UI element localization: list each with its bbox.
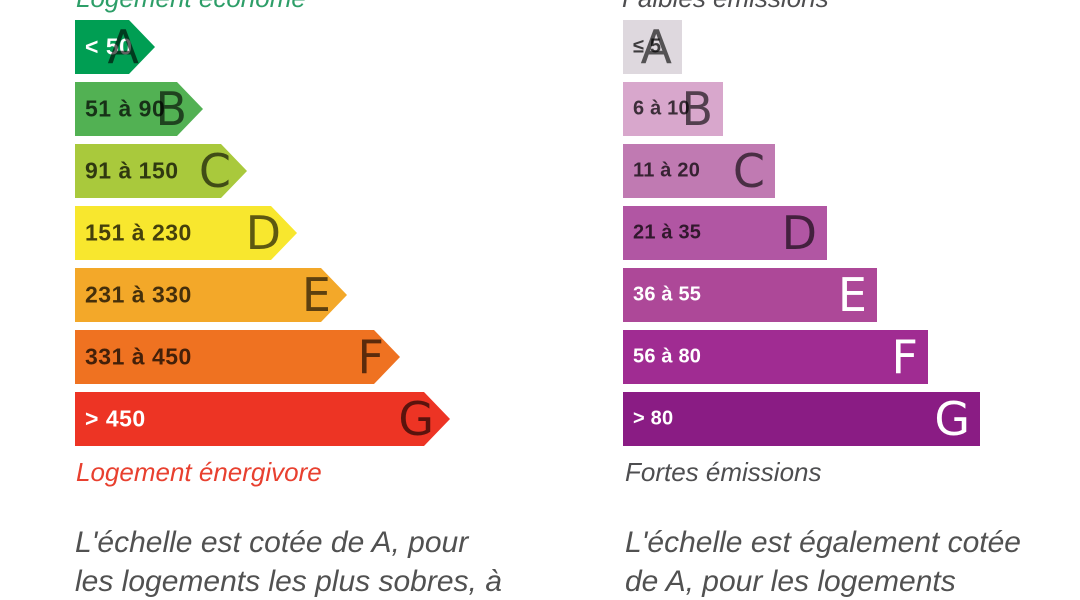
- ges-class-letter-E: E: [837, 268, 867, 322]
- ges-class-letter-A: A: [640, 20, 672, 74]
- ges-range-label-A: ≤ 5: [633, 35, 662, 58]
- ges-class-bar-B: 6 à 10 B: [623, 82, 723, 136]
- ges-range-label-B: 6 à 10: [633, 97, 690, 120]
- energy-range-label-B: 51 à 90: [85, 95, 166, 122]
- ges-class-bar-C: 11 à 20 C: [623, 144, 775, 198]
- energy-range-label-G: > 450: [85, 405, 146, 432]
- energy-range-label-C: 91 à 150: [85, 157, 179, 184]
- ges-class-bar-D: 21 à 35 D: [623, 206, 827, 260]
- ges-scale-top-label: Faibles émissions: [622, 0, 829, 14]
- ges-class-bar-E: 36 à 55 E: [623, 268, 877, 322]
- energy-class-letter-D: D: [245, 206, 281, 260]
- ges-class-letter-B: B: [681, 82, 713, 136]
- energy-class-letter-B: B: [155, 82, 187, 136]
- ges-range-label-D: 21 à 35: [633, 221, 702, 244]
- energy-class-bar-F: 331 à 450 F: [75, 330, 400, 384]
- ges-scale-note: L'échelle est également cotée de A, pour…: [625, 523, 1021, 600]
- ges-class-letter-C: C: [732, 144, 765, 198]
- energy-class-letter-F: F: [357, 330, 384, 384]
- energy-scale-note: L'échelle est cotée de A, pour les logem…: [75, 523, 502, 600]
- energy-class-bar-E: 231 à 330 E: [75, 268, 347, 322]
- energy-range-label-E: 231 à 330: [85, 281, 192, 308]
- ges-class-bar-G: > 80 G: [623, 392, 980, 446]
- energy-range-label-F: 331 à 450: [85, 343, 192, 370]
- ges-note-line-2: de A, pour les logements: [625, 565, 956, 598]
- energy-note-line-2: les logements les plus sobres, à: [75, 565, 502, 598]
- energy-class-bar-C: 91 à 150 C: [75, 144, 247, 198]
- energy-range-label-D: 151 à 230: [85, 219, 192, 246]
- energy-scale-bars: < 50 A 51 à 90 B 91 à 150 C 151 à 230 D 231 à 33…: [75, 20, 450, 454]
- energy-class-bar-G: > 450 G: [75, 392, 450, 446]
- energy-note-line-1: L'échelle est cotée de A, pour: [75, 526, 469, 559]
- energy-class-letter-G: G: [398, 392, 434, 446]
- ges-class-letter-D: D: [781, 206, 817, 260]
- energy-class-letter-E: E: [301, 268, 331, 322]
- ges-scale-bottom-label: Fortes émissions: [625, 457, 822, 487]
- ges-class-bar-F: 56 à 80 F: [623, 330, 928, 384]
- energy-class-bar-B: 51 à 90 B: [75, 82, 203, 136]
- ges-class-letter-G: G: [934, 392, 970, 446]
- ges-range-label-F: 56 à 80: [633, 345, 702, 368]
- energy-class-letter-C: C: [198, 144, 231, 198]
- energy-class-bar-D: 151 à 230 D: [75, 206, 297, 260]
- energy-class-letter-A: A: [107, 20, 139, 74]
- energy-class-bar-A: < 50 A: [75, 20, 155, 74]
- energy-range-label-A: < 50: [85, 33, 133, 60]
- ges-class-letter-F: F: [891, 330, 918, 384]
- energy-scale-bottom-label: Logement énergivore: [76, 457, 322, 487]
- ges-note-line-1: L'échelle est également cotée: [625, 526, 1021, 559]
- energy-scale-top-label: Logement économe: [76, 0, 306, 14]
- ges-range-label-E: 36 à 55: [633, 283, 702, 306]
- ges-range-label-G: > 80: [633, 407, 674, 430]
- ges-range-label-C: 11 à 20: [633, 159, 701, 182]
